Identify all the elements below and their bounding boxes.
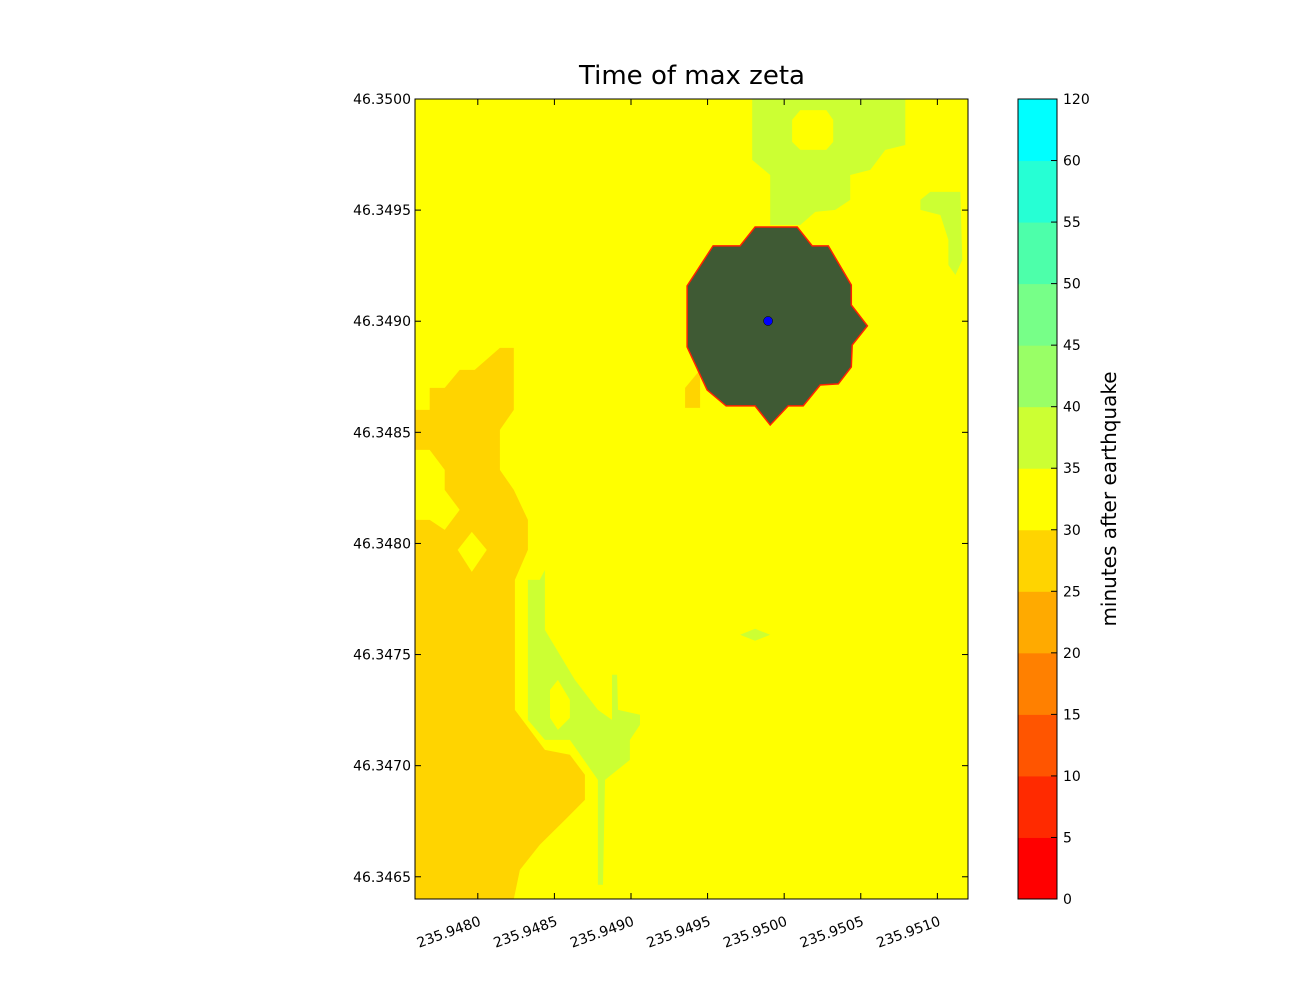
colorbar-band <box>1018 345 1057 408</box>
contour-region <box>527 569 640 885</box>
colorbar-band <box>1018 99 1057 162</box>
colorbar-tick-label: 0 <box>1063 892 1072 908</box>
chart-title: Time of max zeta <box>578 61 805 91</box>
colorbar-band <box>1018 591 1057 654</box>
colorbar: 0 5 10 15 20 25 30 35 40 45 50 55 60 120 <box>1017 92 1090 908</box>
x-tick-label: 235.9505 <box>798 914 866 952</box>
colorbar-tick-label: 55 <box>1063 215 1081 231</box>
colorbar-tick-label: 20 <box>1063 646 1081 662</box>
colorbar-tick-label: 10 <box>1063 769 1081 785</box>
y-tick-label: 46.3485 <box>353 425 411 441</box>
point-marker <box>763 316 773 326</box>
colorbar-band <box>1018 283 1057 346</box>
colorbar-band <box>1018 837 1057 900</box>
colorbar-band <box>1018 775 1057 838</box>
image-overlay <box>686 226 869 427</box>
x-tick-label: 235.9500 <box>721 914 789 952</box>
x-tick-label: 235.9485 <box>492 914 560 952</box>
x-tick-label: 235.9480 <box>415 914 483 952</box>
colorbar-tick-label: 120 <box>1063 92 1090 108</box>
colorbar-tick-label: 45 <box>1063 338 1081 354</box>
colorbar-band <box>1018 714 1057 777</box>
plot-area <box>415 99 968 899</box>
contour-region <box>457 531 487 572</box>
contour-region <box>550 679 570 730</box>
x-tick-label: 235.9495 <box>645 914 713 952</box>
y-tick-label: 46.3495 <box>353 203 411 219</box>
colorbar-tick-label: 35 <box>1063 461 1081 477</box>
y-tick-label: 46.3470 <box>353 759 411 775</box>
colorbar-band <box>1018 222 1057 285</box>
colorbar-tick-label: 40 <box>1063 400 1081 416</box>
y-tick-label: 46.3490 <box>353 314 411 330</box>
contour-region <box>752 99 906 225</box>
y-tick-label: 46.3475 <box>353 648 411 664</box>
contour-region <box>415 347 585 899</box>
colorbar-band <box>1018 529 1057 592</box>
contour-region <box>740 628 771 641</box>
colorbar-tick-label: 30 <box>1063 523 1081 539</box>
contour-region <box>415 449 460 530</box>
colorbar-band <box>1018 652 1057 715</box>
colorbar-tick-label: 25 <box>1063 584 1081 600</box>
colorbar-tick-label: 15 <box>1063 707 1081 723</box>
plot-frame <box>414 98 969 900</box>
colorbar-tick-label: 50 <box>1063 277 1081 293</box>
colorbar-label: minutes after earthquake <box>1097 371 1121 626</box>
x-tick-label: 235.9490 <box>568 914 636 952</box>
contour-region <box>792 110 834 150</box>
colorbar-tick-label: 60 <box>1063 154 1081 170</box>
colorbar-band <box>1018 468 1057 531</box>
contour-region <box>920 191 963 275</box>
colorbar-band <box>1018 406 1057 469</box>
x-tick-label: 235.9510 <box>874 914 942 952</box>
y-tick-label: 46.3480 <box>353 536 411 552</box>
y-tick-label: 46.3465 <box>353 870 411 886</box>
contour-region <box>685 369 701 408</box>
colorbar-tick-label: 5 <box>1063 830 1072 846</box>
colorbar-band <box>1018 160 1057 223</box>
colorbar-frame <box>1017 98 1058 900</box>
y-tick-label: 46.3500 <box>353 92 411 108</box>
